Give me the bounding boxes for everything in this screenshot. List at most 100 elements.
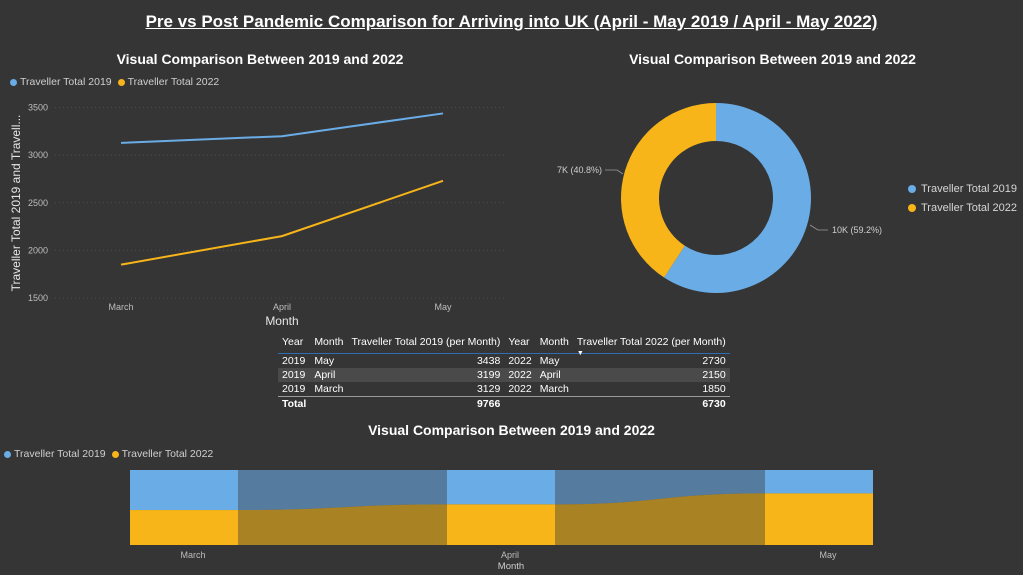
donut-leader-2019	[809, 224, 828, 231]
series-line-2019[interactable]	[120, 112, 444, 144]
line-chart-legend: Traveller Total 2019 Traveller Total 202…	[10, 76, 219, 88]
table-header-row: Year Month Traveller Total 2019 (per Mon…	[278, 334, 730, 357]
sort-descending-icon: ▼	[576, 350, 584, 357]
donut-chart[interactable]: 7K (40.8%) 10K (59.2%)	[530, 90, 900, 310]
y-tick-label: 2000	[28, 245, 48, 255]
donut-legend-dot-2022	[908, 204, 916, 212]
legend-label-2019: Traveller Total 2019	[20, 76, 112, 88]
page-title: Pre vs Post Pandemic Comparison for Arri…	[145, 12, 878, 31]
table-total-row: Total 9766 6730	[278, 396, 730, 411]
header-total-2019[interactable]: Traveller Total 2019 (per Month)	[351, 336, 501, 348]
header-year-2022[interactable]: Year	[508, 336, 530, 348]
legend-dot-2022	[117, 78, 125, 86]
line-chart-series	[120, 112, 444, 266]
donut-slices	[621, 102, 811, 293]
cell-total-2019: 3438	[476, 355, 501, 367]
cell-total-2019: 3129	[476, 383, 501, 395]
table-row[interactable]: 2019 March 3129 2022 March 1850	[278, 382, 730, 397]
data-table: Year Month Traveller Total 2019 (per Mon…	[278, 334, 730, 411]
ribbon-connector-2019	[238, 470, 447, 511]
cell-month: May	[539, 355, 560, 367]
total-label: Total	[278, 396, 311, 411]
ribbon-legend-dot-2022	[111, 450, 119, 458]
cell-total-2022: 2150	[572, 368, 730, 382]
cell-month: March	[539, 383, 569, 395]
cell-total-2019: 3199	[347, 368, 505, 382]
line-chart-x-ticks: March April May	[108, 302, 452, 312]
table-row[interactable]: 2019 May 3438 2022 May 2730	[278, 354, 730, 369]
cell-year: 2019	[278, 368, 311, 382]
header-total-2022-label: Traveller Total 2022 (per Month)	[576, 336, 726, 348]
ribbon-connector-2019	[555, 470, 765, 505]
ribbon-bar-2022[interactable]	[447, 504, 555, 545]
legend-item-2019[interactable]: Traveller Total 2019	[10, 76, 112, 88]
x-tick-label: March	[108, 302, 133, 312]
cell-month: May	[314, 355, 335, 367]
y-tick-label: 1500	[28, 293, 48, 303]
ribbon-bar-2019[interactable]	[447, 470, 555, 505]
y-tick-label: 3000	[28, 150, 48, 160]
cell-month: April	[535, 368, 573, 382]
header-month-2022[interactable]: Month	[539, 336, 569, 348]
line-chart-y-axis-title: Traveller Total 2019 and Travell...	[9, 115, 23, 292]
ribbon-legend-label-2019: Traveller Total 2019	[14, 448, 106, 460]
ribbon-chart-x-axis-title: Month	[498, 561, 524, 572]
ribbon-bar-2019[interactable]	[130, 470, 238, 511]
donut-legend-item-2022[interactable]: Traveller Total 2022	[908, 202, 1017, 214]
ribbon-x-tick-label: May	[819, 550, 837, 560]
header-year-2019[interactable]: Year	[282, 336, 304, 348]
ribbon-bar-2019[interactable]	[765, 470, 873, 494]
donut-label-2022: 7K (40.8%)	[557, 165, 602, 175]
donut-slice-2022[interactable]	[621, 102, 716, 278]
ribbon-chart-legend: Traveller Total 2019 Traveller Total 202…	[4, 448, 213, 460]
cell-year: 2022	[504, 368, 536, 382]
cell-year: 2022	[508, 355, 532, 367]
ribbon-legend-label-2022: Traveller Total 2022	[121, 448, 214, 460]
donut-leader-2022	[605, 169, 624, 175]
ribbon-connector-2022	[238, 504, 447, 545]
ribbon-bar-2022[interactable]	[765, 493, 873, 545]
ribbon-chart[interactable]: March April May Month	[0, 470, 1023, 575]
cell-month: April	[310, 368, 348, 382]
line-chart[interactable]: 3500 3000 2500 2000 1500 March April May Month…	[0, 88, 515, 333]
total-2019: 9766	[347, 396, 505, 411]
cell-total-2022: 2730	[702, 355, 726, 367]
x-tick-label: April	[273, 302, 291, 312]
header-total-2022[interactable]: Traveller Total 2022 (per Month) ▼	[573, 334, 730, 357]
ribbon-chart-x-ticks: March April May	[180, 550, 837, 560]
ribbon-shapes	[130, 470, 873, 545]
ribbon-legend-item-2019[interactable]: Traveller Total 2019	[4, 448, 106, 460]
donut-legend-item-2019[interactable]: Traveller Total 2019	[908, 183, 1017, 195]
ribbon-bar-2022[interactable]	[130, 510, 238, 545]
cell-month: March	[314, 383, 344, 395]
table-row[interactable]: 2019 April 3199 2022 April 2150	[278, 368, 730, 382]
total-empty	[504, 396, 536, 411]
header-month-2019[interactable]: Month	[314, 336, 344, 348]
data-table-container: Year Month Traveller Total 2019 (per Mon…	[278, 334, 730, 411]
ribbon-legend-dot-2019	[4, 450, 11, 458]
series-line-2022[interactable]	[120, 179, 444, 266]
donut-slice-2019[interactable]	[664, 103, 811, 293]
ribbon-legend-item-2022[interactable]: Traveller Total 2022	[111, 448, 214, 460]
legend-label-2022: Traveller Total 2022	[127, 76, 220, 88]
legend-dot-2019	[10, 78, 17, 86]
ribbon-x-tick-label: March	[180, 550, 205, 560]
line-chart-x-axis-title: Month	[265, 314, 298, 328]
line-chart-y-ticks: 3500 3000 2500 2000 1500	[28, 103, 48, 303]
ribbon-connector-2022	[555, 493, 765, 545]
donut-label-2019: 10K (59.2%)	[832, 225, 882, 235]
cell-year: 2022	[508, 383, 532, 395]
donut-legend-dot-2019	[908, 185, 916, 193]
x-tick-label: May	[434, 302, 452, 312]
donut-chart-legend: Traveller Total 2019 Traveller Total 202…	[908, 183, 1017, 221]
ribbon-chart-title: Visual Comparison Between 2019 and 2022	[368, 422, 655, 438]
ribbon-x-tick-label: April	[501, 550, 519, 560]
line-chart-gridlines	[55, 107, 505, 299]
total-empty	[310, 396, 348, 411]
y-tick-label: 3500	[28, 103, 48, 113]
legend-item-2022[interactable]: Traveller Total 2022	[117, 76, 220, 88]
y-tick-label: 2500	[28, 198, 48, 208]
total-2022: 6730	[572, 396, 730, 411]
cell-year: 2019	[282, 355, 306, 367]
donut-chart-title: Visual Comparison Between 2019 and 2022	[629, 51, 916, 67]
